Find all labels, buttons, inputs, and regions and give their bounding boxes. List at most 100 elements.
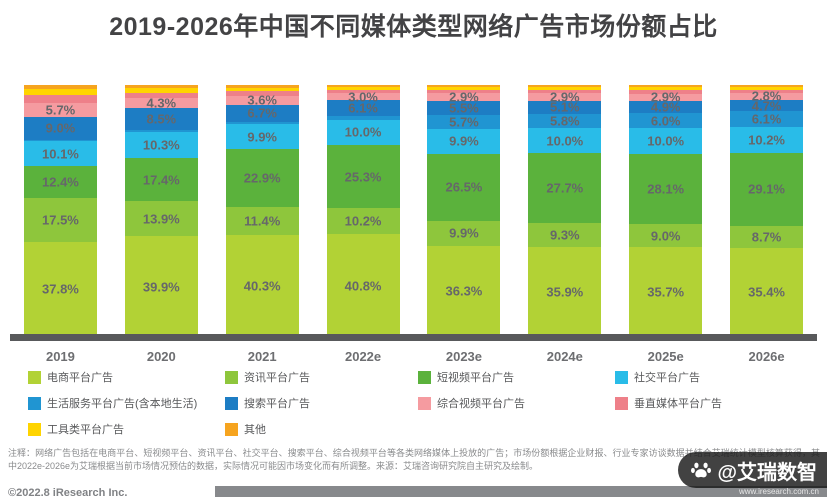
- segment-short-video-2022e: 25.3%: [326, 144, 400, 209]
- segment-social-2026e: 10.2%: [730, 126, 804, 153]
- segment-vertical-2020: [124, 92, 198, 98]
- bar-column-2024e: 35.9% 9.3% 27.7% 10.0% 5.8% 5.1% 2.9%: [514, 85, 615, 337]
- segment-value-label: 10.1%: [42, 146, 79, 162]
- segment-value-label: 9.9%: [449, 133, 479, 149]
- segment-search-2023e: 5.5%: [427, 100, 501, 115]
- x-axis-label-2024e: 2024e: [546, 349, 583, 364]
- plot-area: 37.8% 17.5% 12.4% 10.1% 9.0% 5.7% 39.9% 13.9% 17…: [10, 85, 817, 337]
- segment-tool-2020: [124, 88, 198, 93]
- segment-vertical-2021: [225, 91, 299, 96]
- segment-other-2021: [225, 85, 299, 88]
- segment-other-2025e: [629, 85, 703, 88]
- x-axis-label-2019: 2019: [45, 349, 75, 364]
- legend-swatch-tool: [28, 422, 41, 436]
- segment-value-label: 6.1%: [348, 100, 378, 116]
- segment-tool-2025e: [629, 87, 703, 91]
- stacked-bar-2024e: 35.9% 9.3% 27.7% 10.0% 5.8% 5.1% 2.9%: [528, 85, 602, 337]
- segment-search-2025e: 4.9%: [629, 100, 703, 115]
- segment-search-2024e: 5.1%: [528, 100, 602, 115]
- segment-short-video-2024e: 27.7%: [528, 153, 602, 224]
- segment-value-label: 36.3%: [445, 283, 483, 299]
- segment-news-feed-2025e: 9.0%: [629, 224, 703, 248]
- legend-label: 工具类平台广告: [47, 424, 124, 436]
- segment-news-feed-2024e: 9.3%: [528, 223, 602, 247]
- x-axis-label-2026e: 2026e: [748, 349, 785, 364]
- segment-ecommerce-2024e: 35.9%: [528, 246, 602, 337]
- segment-value-label: 3.6%: [247, 92, 277, 108]
- segment-vertical-2023e: [427, 89, 501, 94]
- segment-short-video-2025e: 28.1%: [629, 153, 703, 225]
- stacked-bar-2020: 39.9% 13.9% 17.4% 10.3% 8.5% 4.3%: [124, 85, 198, 337]
- segment-local-life-2021: [225, 121, 299, 125]
- segment-value-label: 2.8%: [751, 88, 782, 104]
- legend-swatch-search: [225, 396, 238, 410]
- segment-value-label: 35.9%: [546, 284, 584, 300]
- segment-value-label: 9.0%: [45, 120, 76, 136]
- segment-vertical-2026e: [730, 89, 804, 93]
- segment-local-life-2022e: [326, 115, 400, 120]
- segment-tool-2022e: [326, 87, 400, 90]
- stacked-bar-2026e: 35.4% 8.7% 29.1% 10.2% 6.1% 4.7% 2.8%: [730, 85, 804, 337]
- segment-social-2023e: 9.9%: [427, 128, 501, 154]
- bar-column-2026e: 35.4% 8.7% 29.1% 10.2% 6.1% 4.7% 2.8%: [716, 85, 817, 337]
- stacked-bar-2022e: 40.8% 10.2% 25.3% 10.0% 6.1% 3.0%: [326, 85, 400, 337]
- segment-local-life-2026e: 6.1%: [730, 111, 804, 127]
- segment-short-video-2026e: 29.1%: [730, 152, 804, 226]
- segment-value-label: 37.8%: [42, 281, 79, 297]
- segment-news-feed-2023e: 9.9%: [427, 220, 501, 246]
- legend-item-online-video: 综合视频平台广告: [418, 395, 615, 411]
- segment-online-video-2026e: 2.8%: [730, 89, 804, 104]
- segment-vertical-2024e: [528, 90, 602, 94]
- segment-value-label: 2.9%: [549, 89, 580, 105]
- legend-item-news-feed: 资讯平台广告: [225, 369, 418, 385]
- segment-value-label: 10.2%: [748, 132, 785, 148]
- segment-value-label: 9.0%: [650, 228, 681, 244]
- stacked-bar-2023e: 36.3% 9.9% 26.5% 9.9% 5.7% 5.5% 2.9%: [427, 85, 501, 337]
- legend-label: 垂直媒体平台广告: [634, 398, 722, 410]
- segment-short-video-2023e: 26.5%: [427, 153, 501, 221]
- x-axis-label-2021: 2021: [247, 349, 277, 364]
- segment-value-label: 35.4%: [748, 284, 785, 300]
- segment-tool-2026e: [730, 87, 804, 90]
- stacked-bar-2025e: 35.7% 9.0% 28.1% 10.0% 6.0% 4.9% 2.9%: [629, 85, 703, 337]
- segment-value-label: 11.4%: [244, 213, 281, 229]
- segment-search-2021: 6.7%: [225, 104, 299, 122]
- segment-value-label: 10.2%: [344, 213, 382, 229]
- watermark-badge: @艾瑞数智: [678, 452, 827, 488]
- legend-item-other: 其他: [225, 421, 418, 437]
- segment-value-label: 39.9%: [142, 279, 180, 295]
- segment-online-video-2023e: 2.9%: [427, 90, 501, 105]
- segment-value-label: 12.4%: [42, 174, 79, 190]
- segment-local-life-2024e: 5.8%: [528, 113, 602, 128]
- footer-bar: www.iresearch.com.cn: [215, 486, 827, 497]
- segment-local-life-2020: [124, 129, 198, 132]
- segment-value-label: 2.9%: [449, 89, 479, 105]
- segment-online-video-2022e: 3.0%: [326, 89, 400, 104]
- segment-vertical-2019: [23, 95, 97, 103]
- segment-other-2023e: [427, 85, 501, 88]
- segment-social-2022e: 10.0%: [326, 119, 400, 145]
- bar-column-2025e: 35.7% 9.0% 28.1% 10.0% 6.0% 4.9% 2.9%: [615, 85, 716, 337]
- segment-value-label: 10.0%: [546, 133, 584, 149]
- legend-item-search: 搜索平台广告: [225, 395, 418, 411]
- segment-search-2026e: 4.7%: [730, 98, 804, 113]
- legend-label: 社交平台广告: [634, 372, 700, 384]
- website-text: www.iresearch.com.cn: [738, 487, 819, 496]
- legend-label: 生活服务平台广告(含本地生活): [47, 398, 198, 410]
- watermark-handle: @艾瑞数智: [717, 461, 817, 484]
- segment-value-label: 3.0%: [348, 89, 378, 105]
- legend-item-tool: 工具类平台广告: [28, 421, 225, 437]
- segment-local-life-2025e: 6.0%: [629, 113, 703, 129]
- segment-tool-2023e: [427, 87, 501, 90]
- stacked-bar-2021: 40.3% 11.4% 22.9% 9.9% 6.7% 3.6%: [225, 85, 299, 337]
- segment-value-label: 5.8%: [549, 113, 580, 129]
- legend-swatch-short-video: [418, 370, 431, 384]
- paw-icon: [690, 459, 712, 481]
- segment-news-feed-2020: 13.9%: [124, 201, 198, 237]
- segment-tool-2021: [225, 87, 299, 92]
- stacked-bar-2019: 37.8% 17.5% 12.4% 10.1% 9.0% 5.7%: [23, 85, 97, 337]
- segment-value-label: 9.3%: [549, 227, 580, 243]
- segment-value-label: 17.4%: [142, 172, 180, 188]
- segment-social-2021: 9.9%: [225, 124, 299, 150]
- legend-swatch-other: [225, 422, 238, 436]
